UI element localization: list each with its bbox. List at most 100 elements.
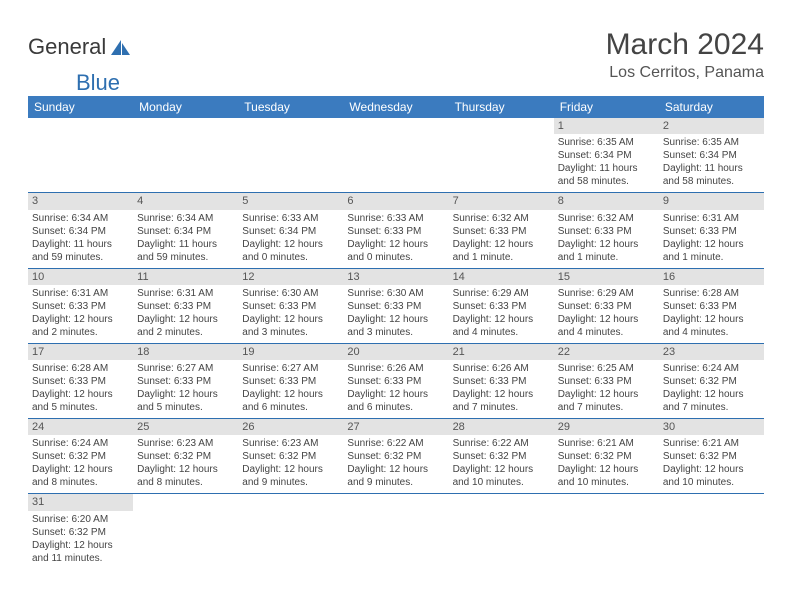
day-cell: 8Sunrise: 6:32 AMSunset: 6:33 PMDaylight… <box>554 193 659 268</box>
day-number: 29 <box>554 419 659 435</box>
col-monday: Monday <box>133 96 238 118</box>
day-cell: 2Sunrise: 6:35 AMSunset: 6:34 PMDaylight… <box>659 118 764 193</box>
day-number: 13 <box>343 269 448 285</box>
header: General March 2024 Los Cerritos, Panama <box>28 28 764 82</box>
day-number: 15 <box>554 269 659 285</box>
daylight-text: Daylight: 12 hours and 0 minutes. <box>347 238 444 264</box>
day-cell: 21Sunrise: 6:26 AMSunset: 6:33 PMDayligh… <box>449 343 554 418</box>
day-cell: 30Sunrise: 6:21 AMSunset: 6:32 PMDayligh… <box>659 419 764 494</box>
daylight-text: Daylight: 12 hours and 6 minutes. <box>347 388 444 414</box>
daylight-text: Daylight: 12 hours and 2 minutes. <box>137 313 234 339</box>
sunrise-text: Sunrise: 6:27 AM <box>242 362 339 375</box>
sunset-text: Sunset: 6:34 PM <box>242 225 339 238</box>
sunset-text: Sunset: 6:32 PM <box>137 450 234 463</box>
sunset-text: Sunset: 6:33 PM <box>137 375 234 388</box>
day-cell: 10Sunrise: 6:31 AMSunset: 6:33 PMDayligh… <box>28 268 133 343</box>
day-cell: 7Sunrise: 6:32 AMSunset: 6:33 PMDaylight… <box>449 193 554 268</box>
daylight-text: Daylight: 12 hours and 9 minutes. <box>242 463 339 489</box>
daylight-text: Daylight: 12 hours and 4 minutes. <box>558 313 655 339</box>
sunrise-text: Sunrise: 6:30 AM <box>347 287 444 300</box>
day-cell: 13Sunrise: 6:30 AMSunset: 6:33 PMDayligh… <box>343 268 448 343</box>
sunrise-text: Sunrise: 6:31 AM <box>32 287 129 300</box>
day-cell: 20Sunrise: 6:26 AMSunset: 6:33 PMDayligh… <box>343 343 448 418</box>
sunset-text: Sunset: 6:33 PM <box>347 375 444 388</box>
sunrise-text: Sunrise: 6:30 AM <box>242 287 339 300</box>
empty-cell <box>449 118 554 193</box>
week-row: 24Sunrise: 6:24 AMSunset: 6:32 PMDayligh… <box>28 419 764 494</box>
sunrise-text: Sunrise: 6:24 AM <box>663 362 760 375</box>
sunrise-text: Sunrise: 6:26 AM <box>453 362 550 375</box>
day-number: 17 <box>28 344 133 360</box>
sail-icon <box>110 38 132 56</box>
daylight-text: Daylight: 12 hours and 10 minutes. <box>558 463 655 489</box>
day-number: 12 <box>238 269 343 285</box>
day-cell: 22Sunrise: 6:25 AMSunset: 6:33 PMDayligh… <box>554 343 659 418</box>
day-number: 4 <box>133 193 238 209</box>
day-number: 30 <box>659 419 764 435</box>
daylight-text: Daylight: 12 hours and 1 minute. <box>663 238 760 264</box>
day-cell: 18Sunrise: 6:27 AMSunset: 6:33 PMDayligh… <box>133 343 238 418</box>
day-cell: 5Sunrise: 6:33 AMSunset: 6:34 PMDaylight… <box>238 193 343 268</box>
col-wednesday: Wednesday <box>343 96 448 118</box>
month-title: March 2024 <box>606 28 764 62</box>
day-number: 1 <box>554 118 659 134</box>
day-number: 28 <box>449 419 554 435</box>
day-cell: 4Sunrise: 6:34 AMSunset: 6:34 PMDaylight… <box>133 193 238 268</box>
location: Los Cerritos, Panama <box>606 64 764 82</box>
sunset-text: Sunset: 6:33 PM <box>558 375 655 388</box>
day-number: 27 <box>343 419 448 435</box>
col-friday: Friday <box>554 96 659 118</box>
sunset-text: Sunset: 6:32 PM <box>32 526 129 539</box>
sunset-text: Sunset: 6:33 PM <box>558 300 655 313</box>
day-cell: 6Sunrise: 6:33 AMSunset: 6:33 PMDaylight… <box>343 193 448 268</box>
day-number: 7 <box>449 193 554 209</box>
sunset-text: Sunset: 6:33 PM <box>242 300 339 313</box>
sunrise-text: Sunrise: 6:25 AM <box>558 362 655 375</box>
sunrise-text: Sunrise: 6:29 AM <box>558 287 655 300</box>
daylight-text: Daylight: 12 hours and 6 minutes. <box>242 388 339 414</box>
week-row: 31Sunrise: 6:20 AMSunset: 6:32 PMDayligh… <box>28 494 764 569</box>
sunset-text: Sunset: 6:33 PM <box>32 375 129 388</box>
title-block: March 2024 Los Cerritos, Panama <box>606 28 764 82</box>
day-number: 31 <box>28 494 133 510</box>
empty-cell <box>238 494 343 569</box>
day-cell: 24Sunrise: 6:24 AMSunset: 6:32 PMDayligh… <box>28 419 133 494</box>
sunset-text: Sunset: 6:33 PM <box>663 225 760 238</box>
sunrise-text: Sunrise: 6:27 AM <box>137 362 234 375</box>
day-cell: 1Sunrise: 6:35 AMSunset: 6:34 PMDaylight… <box>554 118 659 193</box>
day-number: 5 <box>238 193 343 209</box>
sunrise-text: Sunrise: 6:23 AM <box>137 437 234 450</box>
day-cell: 26Sunrise: 6:23 AMSunset: 6:32 PMDayligh… <box>238 419 343 494</box>
empty-cell <box>554 494 659 569</box>
logo: General <box>28 28 134 60</box>
empty-cell <box>133 494 238 569</box>
day-cell: 19Sunrise: 6:27 AMSunset: 6:33 PMDayligh… <box>238 343 343 418</box>
sunset-text: Sunset: 6:32 PM <box>347 450 444 463</box>
sunset-text: Sunset: 6:33 PM <box>663 300 760 313</box>
day-number: 16 <box>659 269 764 285</box>
sunset-text: Sunset: 6:33 PM <box>347 225 444 238</box>
daylight-text: Daylight: 12 hours and 8 minutes. <box>32 463 129 489</box>
sunset-text: Sunset: 6:32 PM <box>242 450 339 463</box>
sunset-text: Sunset: 6:34 PM <box>663 149 760 162</box>
day-cell: 25Sunrise: 6:23 AMSunset: 6:32 PMDayligh… <box>133 419 238 494</box>
day-number: 8 <box>554 193 659 209</box>
sunset-text: Sunset: 6:34 PM <box>558 149 655 162</box>
sunrise-text: Sunrise: 6:29 AM <box>453 287 550 300</box>
daylight-text: Daylight: 12 hours and 7 minutes. <box>453 388 550 414</box>
empty-cell <box>343 118 448 193</box>
week-row: 10Sunrise: 6:31 AMSunset: 6:33 PMDayligh… <box>28 268 764 343</box>
day-number: 19 <box>238 344 343 360</box>
col-saturday: Saturday <box>659 96 764 118</box>
sunrise-text: Sunrise: 6:21 AM <box>663 437 760 450</box>
day-number: 2 <box>659 118 764 134</box>
daylight-text: Daylight: 11 hours and 58 minutes. <box>663 162 760 188</box>
daylight-text: Daylight: 12 hours and 4 minutes. <box>663 313 760 339</box>
empty-cell <box>659 494 764 569</box>
day-number: 14 <box>449 269 554 285</box>
day-number: 6 <box>343 193 448 209</box>
weekday-header-row: Sunday Monday Tuesday Wednesday Thursday… <box>28 96 764 118</box>
daylight-text: Daylight: 12 hours and 7 minutes. <box>558 388 655 414</box>
day-cell: 31Sunrise: 6:20 AMSunset: 6:32 PMDayligh… <box>28 494 133 569</box>
day-cell: 23Sunrise: 6:24 AMSunset: 6:32 PMDayligh… <box>659 343 764 418</box>
